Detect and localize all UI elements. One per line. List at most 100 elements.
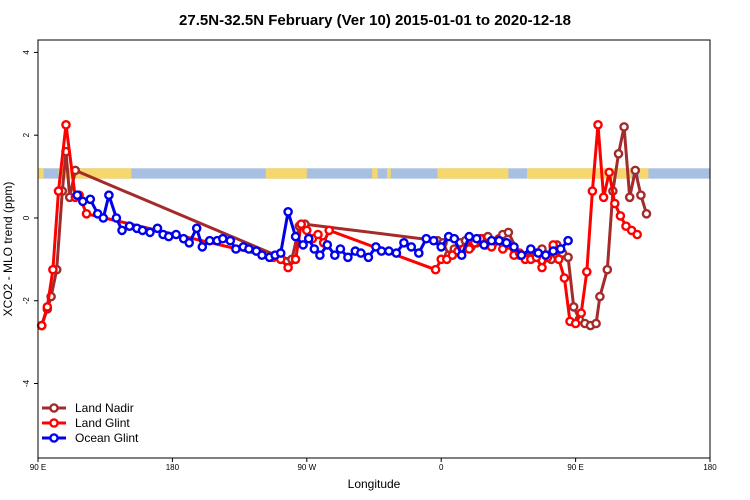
x-tick-label: 90 E [30, 463, 46, 472]
land-band [437, 168, 509, 179]
land-nadir-point [624, 192, 635, 203]
x-tick-label: 180 [166, 463, 180, 472]
y-tick-label: 0 [22, 215, 31, 220]
ocean-glint-point [137, 225, 148, 236]
land-glint-point [81, 208, 92, 219]
land-glint-point [554, 254, 564, 265]
ocean-glint-point [526, 244, 536, 254]
ocean-glint-point [479, 240, 489, 250]
ocean-glint-point [244, 244, 254, 254]
land-glint-point [576, 308, 587, 318]
ocean-glint-point [283, 206, 293, 217]
ocean-glint-point [104, 190, 114, 200]
legend-label: Ocean Glint [75, 431, 139, 445]
ocean-glint-point [555, 244, 566, 254]
x-tick-label: 180 [703, 463, 717, 472]
ocean-glint-point [171, 229, 181, 240]
land-glint-point [290, 254, 301, 265]
ocean-glint-point [406, 242, 417, 252]
ocean-glint-point [533, 248, 544, 258]
land-nadir-point [630, 165, 641, 176]
land-nadir-point [641, 208, 652, 219]
ocean-glint-point [376, 246, 387, 256]
ocean-glint-point [111, 213, 122, 223]
land-glint-point [42, 302, 53, 312]
ocean-glint-point [191, 223, 202, 234]
land-glint-point [301, 225, 312, 236]
land-glint-point [324, 225, 335, 236]
land-glint-point [582, 266, 592, 277]
ocean-glint-point [436, 242, 447, 252]
ocean-glint-point [563, 235, 573, 246]
ocean-glint-point [204, 235, 215, 246]
ocean-glint-point [329, 250, 340, 260]
land-nadir-point [591, 318, 601, 329]
ocean-glint-point [456, 250, 467, 260]
ocean-glint-point [303, 233, 314, 244]
land-glint-point [296, 219, 307, 229]
land-band [372, 168, 378, 179]
x-axis-label: Longitude [348, 477, 401, 491]
ocean-glint-point [184, 237, 194, 248]
ocean-glint-point [486, 235, 497, 246]
land-glint-point [610, 198, 620, 209]
land-glint-point [598, 192, 609, 203]
y-axis-label: XCO2 - MLO trend (ppm) [1, 182, 15, 317]
ocean-glint-point [335, 244, 346, 254]
ocean-glint-point [471, 233, 482, 244]
land-glint-point [632, 229, 643, 240]
ocean-glint-point [78, 196, 88, 207]
land-glint-point [430, 264, 441, 275]
ocean-glint-point [290, 231, 301, 242]
land-glint-point [615, 211, 626, 221]
ocean-glint-point [548, 246, 559, 256]
ocean-glint-point [309, 244, 320, 254]
y-axis: -4 -2 0 2 4 [22, 50, 38, 387]
ocean-glint-point [399, 237, 409, 248]
x-tick-label: 90 E [567, 463, 583, 472]
ocean-glint-point [145, 227, 155, 238]
ocean-glint-point [509, 242, 519, 252]
ocean-glint-point [421, 233, 432, 244]
ocean-glint-point [98, 213, 109, 223]
series-layer [36, 120, 652, 331]
ocean-glint-point [72, 190, 82, 200]
ocean-glint-point [464, 231, 475, 242]
ocean-glint-point [217, 233, 228, 244]
legend-item-land-nadir: Land Nadir [42, 401, 134, 415]
legend-swatch-marker [49, 418, 59, 428]
land-nadir-point [636, 190, 646, 200]
ocean-glint-point [356, 248, 366, 258]
land-glint-point [36, 320, 47, 331]
ocean-glint-point [384, 246, 394, 256]
y-tick-label: 4 [22, 50, 31, 55]
ocean-glint-point [501, 237, 512, 248]
land-glint-point [570, 318, 581, 329]
land-nadir-point [568, 302, 579, 312]
land-glint-point [61, 120, 71, 130]
y-tick-label: -4 [22, 379, 31, 387]
land-band [265, 168, 307, 179]
x-axis: 90 E 180 90 W 0 90 E 180 [30, 458, 717, 472]
ocean-glint-point [124, 221, 135, 231]
y-tick-label: 2 [22, 132, 31, 137]
land-band [527, 168, 632, 179]
ocean-glint-point [343, 252, 353, 263]
land-glint-point [283, 262, 293, 273]
ocean-glint-point [163, 231, 174, 242]
plot-frame [37, 39, 711, 459]
ocean-glint-point [494, 235, 504, 246]
land-glint-point [604, 167, 615, 178]
legend-label: Land Glint [75, 416, 130, 430]
land-glint-point [587, 186, 598, 196]
land-nadir-point [613, 148, 624, 159]
ocean-glint-point [231, 244, 241, 254]
ocean-glint-point [257, 250, 267, 260]
ocean-glint-point [225, 235, 236, 246]
ocean-glint-point [391, 248, 402, 258]
x-tick-label: 90 W [297, 463, 316, 472]
legend-item-land-glint: Land Glint [42, 416, 130, 430]
ocean-glint-point [275, 248, 286, 258]
